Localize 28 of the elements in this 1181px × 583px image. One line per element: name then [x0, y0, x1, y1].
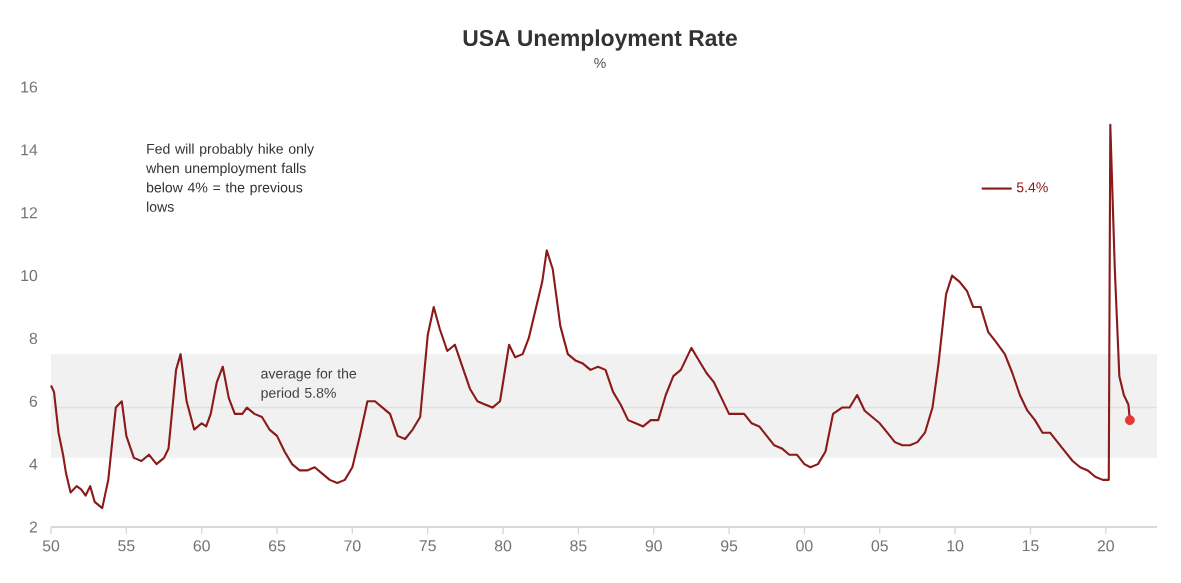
y-tick-label: 10	[21, 269, 38, 282]
x-tick-label: 65	[269, 540, 286, 552]
x-tick-label: 10	[947, 540, 964, 552]
x-tick-label: 75	[419, 540, 436, 552]
x-tick-label: 85	[570, 540, 587, 552]
x-tick-label: 55	[118, 540, 135, 552]
annotation: Fed will probably hike only when unemployment falls below 4% = the previous lows	[146, 143, 315, 212]
y-tick-label: 2	[29, 521, 37, 533]
x-tick-label: 95	[721, 540, 738, 552]
legend-label: 5.4%	[1016, 182, 1048, 193]
x-tick-label: 90	[645, 540, 662, 552]
x-tick-label: 05	[871, 540, 888, 552]
y-tick-label: 16	[21, 81, 38, 93]
x-tick-label: 80	[494, 540, 512, 552]
x-tick-label: 50	[42, 540, 60, 552]
ref-line-label: average for the period 5.8%	[261, 368, 357, 401]
y-tick-label: 4	[29, 458, 38, 470]
y-tick-label: 6	[29, 395, 38, 407]
chart-subtitle: %	[594, 58, 606, 68]
x-tick-label: 00	[796, 540, 813, 552]
x-tick-label: 20	[1097, 540, 1114, 552]
y-tick-label: 12	[21, 207, 37, 219]
x-tick-label: 70	[344, 540, 361, 552]
x-tick-label: 60	[193, 540, 210, 552]
chart-title: USA Unemployment Rate	[463, 29, 737, 51]
y-tick-label: 14	[21, 144, 38, 156]
y-tick-label: 8	[29, 332, 38, 345]
x-tick-label: 15	[1022, 540, 1039, 552]
